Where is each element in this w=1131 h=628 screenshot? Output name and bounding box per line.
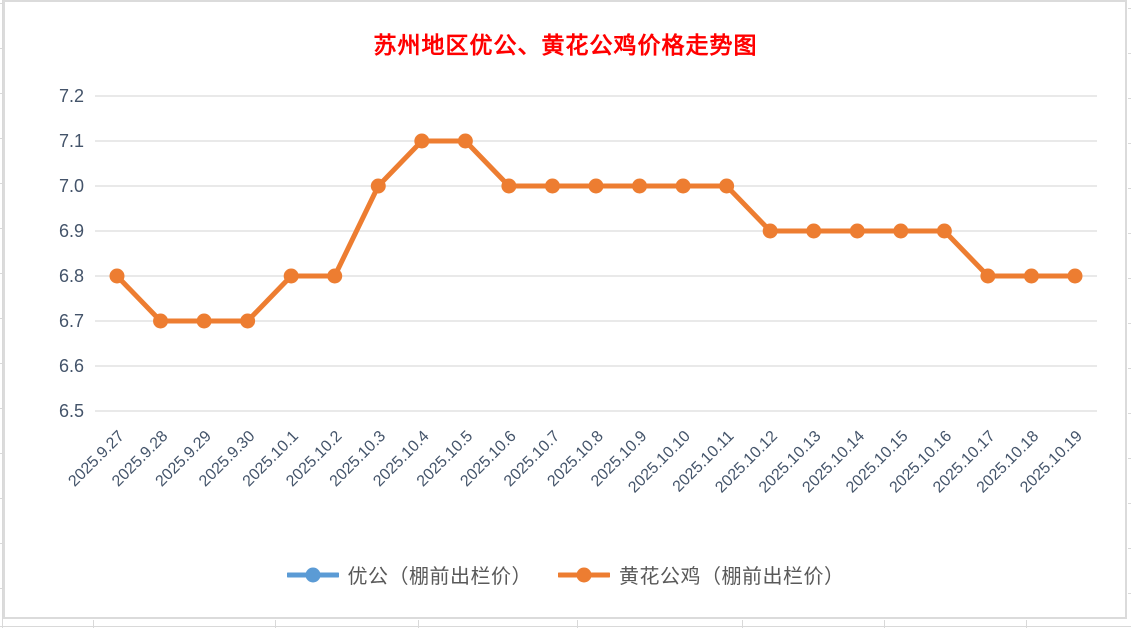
spreadsheet-gridline	[1128, 188, 1131, 189]
spreadsheet-gridline	[93, 620, 94, 628]
spreadsheet-gridline	[0, 3, 3, 4]
spreadsheet-gridline	[0, 318, 3, 319]
data-point	[893, 223, 909, 239]
y-axis-tick-label: 6.5	[59, 401, 84, 421]
spreadsheet-gridline	[1026, 620, 1027, 628]
spreadsheet-gridline	[1128, 233, 1131, 234]
spreadsheet-gridline	[418, 620, 419, 628]
spreadsheet-gridline	[0, 543, 3, 544]
legend-line-marker-icon	[286, 567, 339, 582]
chart-title: 苏州地区优公、黄花公鸡价格走势图	[373, 33, 758, 58]
data-point	[762, 223, 778, 239]
spreadsheet-gridline	[2, 0, 3, 628]
spreadsheet-gridline	[0, 228, 3, 229]
chart-legend: 优公（棚前出栏价） 黄花公鸡（棚前出栏价）	[0, 560, 1131, 589]
spreadsheet-gridline	[275, 620, 276, 628]
legend-label: 优公（棚前出栏价）	[347, 566, 532, 588]
data-point	[544, 178, 560, 194]
spreadsheet-gridline	[0, 363, 3, 364]
y-axis-tick-label: 7.2	[59, 86, 84, 106]
data-point	[632, 178, 648, 194]
data-point	[1067, 268, 1083, 284]
y-axis-tick-label: 6.6	[59, 356, 84, 376]
spreadsheet-gridline	[1128, 368, 1131, 369]
spreadsheet-gridline	[884, 620, 885, 628]
spreadsheet-gridline	[0, 273, 3, 274]
data-point	[196, 313, 212, 329]
spreadsheet-gridline	[577, 620, 578, 628]
spreadsheet-gridline	[1128, 413, 1131, 414]
data-point	[849, 223, 865, 239]
spreadsheet-gridline	[0, 588, 3, 589]
spreadsheet-gridline	[0, 93, 3, 94]
spreadsheet-gridline	[1128, 548, 1131, 549]
legend-label: 黄花公鸡（棚前出栏价）	[619, 566, 845, 588]
chart-object[interactable]	[3, 0, 1127, 619]
spreadsheet-gridline	[1128, 323, 1131, 324]
spreadsheet-gridline	[0, 498, 3, 499]
spreadsheet-gridline	[1128, 8, 1131, 9]
spreadsheet-gridline	[0, 626, 1131, 627]
spreadsheet-gridline	[1128, 278, 1131, 279]
spreadsheet-gridline	[0, 48, 3, 49]
data-point	[370, 178, 386, 194]
legend-line-marker-icon	[558, 567, 610, 582]
y-axis-tick-label: 6.7	[59, 311, 84, 331]
data-point	[414, 133, 430, 149]
data-point	[501, 178, 517, 194]
spreadsheet-gridline	[0, 453, 3, 454]
data-point	[457, 133, 473, 149]
spreadsheet-gridline	[1128, 143, 1131, 144]
data-point	[240, 313, 256, 329]
spreadsheet-gridline	[0, 408, 3, 409]
data-point	[806, 223, 822, 239]
spreadsheet-gridline	[1128, 53, 1131, 54]
y-axis-tick-label: 7.1	[59, 131, 84, 151]
spreadsheet-gridline	[742, 620, 743, 628]
data-point	[719, 178, 735, 194]
spreadsheet-gridline	[1128, 98, 1131, 99]
data-point	[588, 178, 604, 194]
spreadsheet-gridline	[1128, 503, 1131, 504]
data-point	[980, 268, 996, 284]
spreadsheet-gridline	[1128, 458, 1131, 459]
data-point	[675, 178, 691, 194]
data-point	[1023, 268, 1039, 284]
y-axis-tick-label: 7.0	[59, 176, 84, 196]
y-axis-tick-label: 6.8	[59, 266, 84, 286]
data-point	[109, 268, 125, 284]
data-point	[936, 223, 952, 239]
y-axis-tick-label: 6.9	[59, 221, 84, 241]
legend-item: 优公（棚前出栏价）	[286, 560, 533, 589]
data-point	[153, 313, 169, 329]
legend-item: 黄花公鸡（棚前出栏价）	[558, 560, 845, 589]
spreadsheet-gridline	[1128, 593, 1131, 594]
data-point	[327, 268, 343, 284]
spreadsheet-gridline	[0, 138, 3, 139]
spreadsheet-gridline	[0, 183, 3, 184]
data-point	[283, 268, 299, 284]
